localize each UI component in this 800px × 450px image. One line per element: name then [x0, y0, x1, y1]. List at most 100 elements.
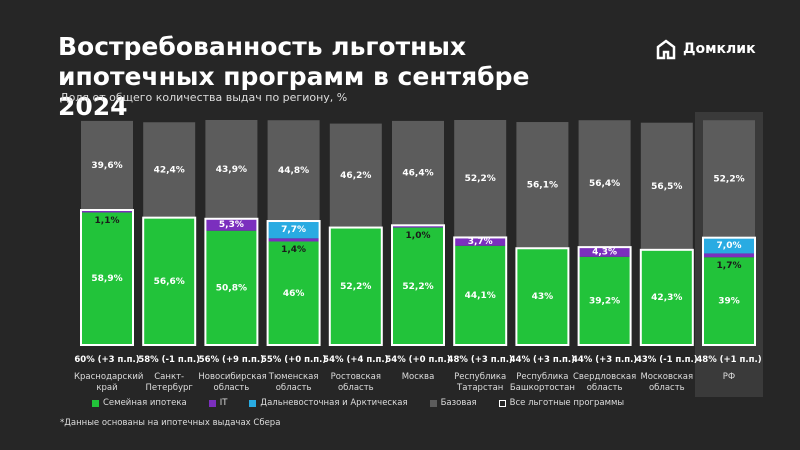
category-label: Краснодарский край: [74, 372, 144, 393]
legend-item: Базовая: [429, 398, 477, 408]
value-label: 52,2%: [402, 282, 433, 292]
bar-segment: [578, 120, 631, 248]
value-label: 43,9%: [216, 165, 247, 175]
value-label: 42,4%: [154, 165, 185, 175]
bar-segment: [640, 249, 693, 345]
all-programs-outline: [577, 246, 632, 346]
total-label: 58% (-1 п.п.): [138, 355, 201, 365]
value-label: 4,3%: [592, 247, 617, 257]
total-label: 48% (+1 п.п.): [696, 355, 762, 365]
all-programs-outline: [515, 247, 570, 346]
bar-segment: [81, 120, 133, 210]
value-label: 56,1%: [527, 181, 558, 191]
value-label: 44,8%: [278, 166, 309, 176]
all-programs-outline: [266, 220, 321, 346]
legend-item: Семейная ипотека: [92, 398, 187, 408]
bar-segment: [267, 221, 320, 239]
legend-label: Все льготные программы: [509, 398, 625, 408]
all-programs-outline: [391, 224, 445, 346]
value-label: 7,7%: [281, 225, 306, 235]
category-label: Свердловская область: [572, 372, 637, 393]
brand: Домклик: [683, 41, 756, 57]
value-label: 56,4%: [589, 179, 620, 189]
total-label: 44% (+3 п.п.): [509, 355, 576, 365]
category-label: Новосибирская область: [198, 372, 267, 393]
total-label: 54% (+4 п.п.): [323, 355, 389, 365]
total-label: 44% (+3 п.п.): [571, 355, 638, 365]
value-label: 39,6%: [91, 161, 122, 171]
legend-label: IT: [219, 398, 228, 408]
legend-item: IT: [208, 398, 228, 408]
value-label: 39,2%: [589, 296, 620, 306]
logo-icon: [656, 39, 676, 60]
category-label: Москва: [401, 372, 435, 382]
value-label: 1,4%: [281, 245, 306, 255]
category-label: Ростовская область: [330, 372, 381, 393]
footnote: *Данные основаны на ипотечных выдачах Сб…: [60, 418, 281, 428]
value-label: 46,2%: [340, 171, 371, 181]
bar-segment: [703, 257, 755, 345]
value-label: 46%: [283, 289, 305, 299]
category-label: Тюменская область: [268, 372, 319, 393]
bar-segment: [454, 245, 507, 345]
value-label: 42,3%: [651, 293, 682, 303]
value-label: 52,2%: [340, 282, 371, 292]
legend-swatch: [429, 399, 437, 407]
subtitle: Доля от общего количества выдач по регио…: [60, 91, 348, 104]
value-label: 43%: [532, 292, 554, 302]
total-label: 48% (+3 п.п.): [447, 355, 513, 365]
total-label: 56% (+9 п.п.): [198, 355, 265, 365]
bar-segment: [81, 210, 133, 213]
value-label: 7,0%: [717, 241, 742, 251]
value-label: 50,8%: [216, 283, 247, 293]
legend-label: Семейная ипотека: [103, 398, 187, 408]
bar-segment: [578, 247, 631, 257]
value-label: 1,0%: [406, 231, 431, 241]
all-programs-outline: [453, 236, 508, 346]
category-label: Московская область: [640, 372, 694, 393]
legend-item: Дальневосточная и Арктическая: [249, 398, 408, 408]
bar-segment: [454, 120, 507, 238]
legend-swatch: [249, 399, 257, 407]
value-label: 3,7%: [468, 237, 493, 247]
all-programs-outline: [639, 248, 694, 346]
value-label: 44,1%: [465, 291, 496, 301]
value-label: 58,9%: [91, 274, 122, 284]
logo: Домклик: [655, 38, 756, 60]
legend-swatch: [92, 399, 99, 407]
bar-segment: [392, 227, 444, 345]
bar-segment: [143, 217, 196, 345]
total-label: 55% (+0 п.п.): [260, 355, 327, 365]
bar-segment: [329, 123, 382, 228]
bar-segment: [267, 238, 320, 242]
all-programs-outline: [204, 217, 259, 346]
category-label: РФ: [722, 372, 736, 382]
bar-segment: [703, 237, 755, 254]
value-label: 1,1%: [95, 216, 120, 226]
bar-segment: [703, 253, 755, 258]
title: Востребованность льготных ипотечных прог…: [58, 32, 530, 121]
value-label: 52,2%: [465, 174, 496, 184]
legend-label: Дальневосточная и Арктическая: [260, 398, 408, 408]
bar-segment: [392, 225, 444, 228]
category-label: Республика Татарстан: [454, 372, 507, 393]
bar-segment: [205, 120, 258, 219]
bar-segment: [143, 122, 196, 218]
bar-segment: [267, 120, 320, 222]
value-label: 56,6%: [154, 277, 185, 287]
legend: Семейная ипотека IT Дальневосточная и Аркт…: [92, 398, 624, 408]
all-programs-outline: [328, 226, 383, 346]
total-label: 60% (+3 п.п.): [74, 355, 140, 365]
bar-segment: [454, 237, 507, 246]
total-label: 43% (-1 п.п.): [635, 355, 698, 365]
legend-swatch: [498, 399, 506, 407]
bar-segment: [267, 241, 320, 345]
bar-segment: [703, 120, 755, 238]
legend-label: Базовая: [440, 398, 477, 408]
all-programs-outline: [80, 209, 134, 346]
value-label: 56,5%: [651, 182, 682, 192]
legend-swatch: [208, 399, 216, 407]
value-label: 5,3%: [219, 220, 244, 230]
